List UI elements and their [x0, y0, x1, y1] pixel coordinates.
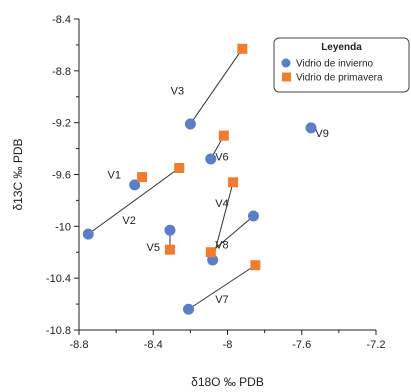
- label-v8: V8: [215, 239, 228, 251]
- x-tick-label: -7.6: [292, 339, 311, 351]
- label-v7: V7: [215, 294, 228, 306]
- y-tick-label: -9.6: [52, 170, 71, 182]
- legend-title: Leyenda: [321, 42, 362, 53]
- y-tick-label: -10: [55, 221, 71, 233]
- axis-titles: δ18O ‰ PDB δ13C ‰ PDB: [11, 138, 264, 389]
- label-v1: V1: [108, 170, 121, 182]
- x-tick-label: -7.2: [367, 339, 386, 351]
- winter-point-v1: [129, 179, 141, 191]
- spring-point-v3: [237, 43, 248, 54]
- winter-point-v8: [207, 254, 219, 266]
- spring-point-v8: [205, 247, 216, 258]
- label-v9: V9: [315, 128, 328, 140]
- label-v2: V2: [122, 215, 135, 227]
- y-axis-title: δ13C ‰ PDB: [11, 138, 25, 210]
- connector-v8: [210, 215, 254, 253]
- winter-point-v9: [305, 122, 317, 134]
- legend-label: Vidrio de invierno: [296, 59, 374, 70]
- spring-point-v2: [174, 163, 185, 174]
- winter-point-v3: [184, 118, 196, 130]
- winter-point-v7: [183, 303, 195, 315]
- label-v6: V6: [215, 151, 228, 163]
- y-tick-label: -8.8: [52, 66, 71, 78]
- connector-v7: [188, 264, 256, 310]
- y-tick-label: -9.2: [52, 118, 71, 130]
- x-tick-label: -8.8: [70, 339, 89, 351]
- winter-point-v4: [247, 210, 259, 222]
- connector-v2: [87, 167, 180, 235]
- connector-v3: [189, 48, 243, 125]
- legend-box: [273, 37, 410, 93]
- spring-point-v5: [164, 244, 175, 255]
- spring-point-v7: [250, 260, 261, 271]
- connector-v4: [212, 182, 234, 261]
- data-markers: [82, 43, 317, 315]
- label-v5: V5: [147, 242, 160, 254]
- spring-point-v6: [218, 130, 229, 141]
- legend-marker-winter: [281, 58, 291, 68]
- spring-point-v1: [137, 172, 148, 183]
- axes: -8.4 -8.8 -9.2 -9.6 -10 -10.4 -10.8 -8.8 -8.4 -8 -…: [46, 14, 386, 351]
- label-v4: V4: [215, 198, 228, 210]
- legend-label: Vidrio de primavera: [296, 73, 383, 84]
- connector-lines: [87, 48, 256, 310]
- winter-point-v2: [82, 228, 94, 240]
- winter-point-v5: [164, 224, 176, 236]
- legend: Leyenda Vidrio de invierno Vidrio de prima…: [273, 37, 410, 93]
- winter-point-v6: [205, 153, 217, 165]
- legend-marker-spring: [282, 72, 291, 82]
- y-tick-label: -8.4: [52, 14, 71, 26]
- pair-labels: V1 V2 V3 V4 V5 V6 V7 V8 V9: [108, 85, 329, 306]
- y-tick-label: -10.8: [46, 325, 71, 337]
- x-tick-label: -8.4: [144, 339, 163, 351]
- y-tick-label: -10.4: [46, 273, 71, 285]
- x-tick-label: -8: [223, 339, 233, 351]
- x-axis-title: δ18O ‰ PDB: [191, 375, 264, 389]
- label-v3: V3: [171, 85, 184, 97]
- spring-point-v4: [228, 177, 239, 188]
